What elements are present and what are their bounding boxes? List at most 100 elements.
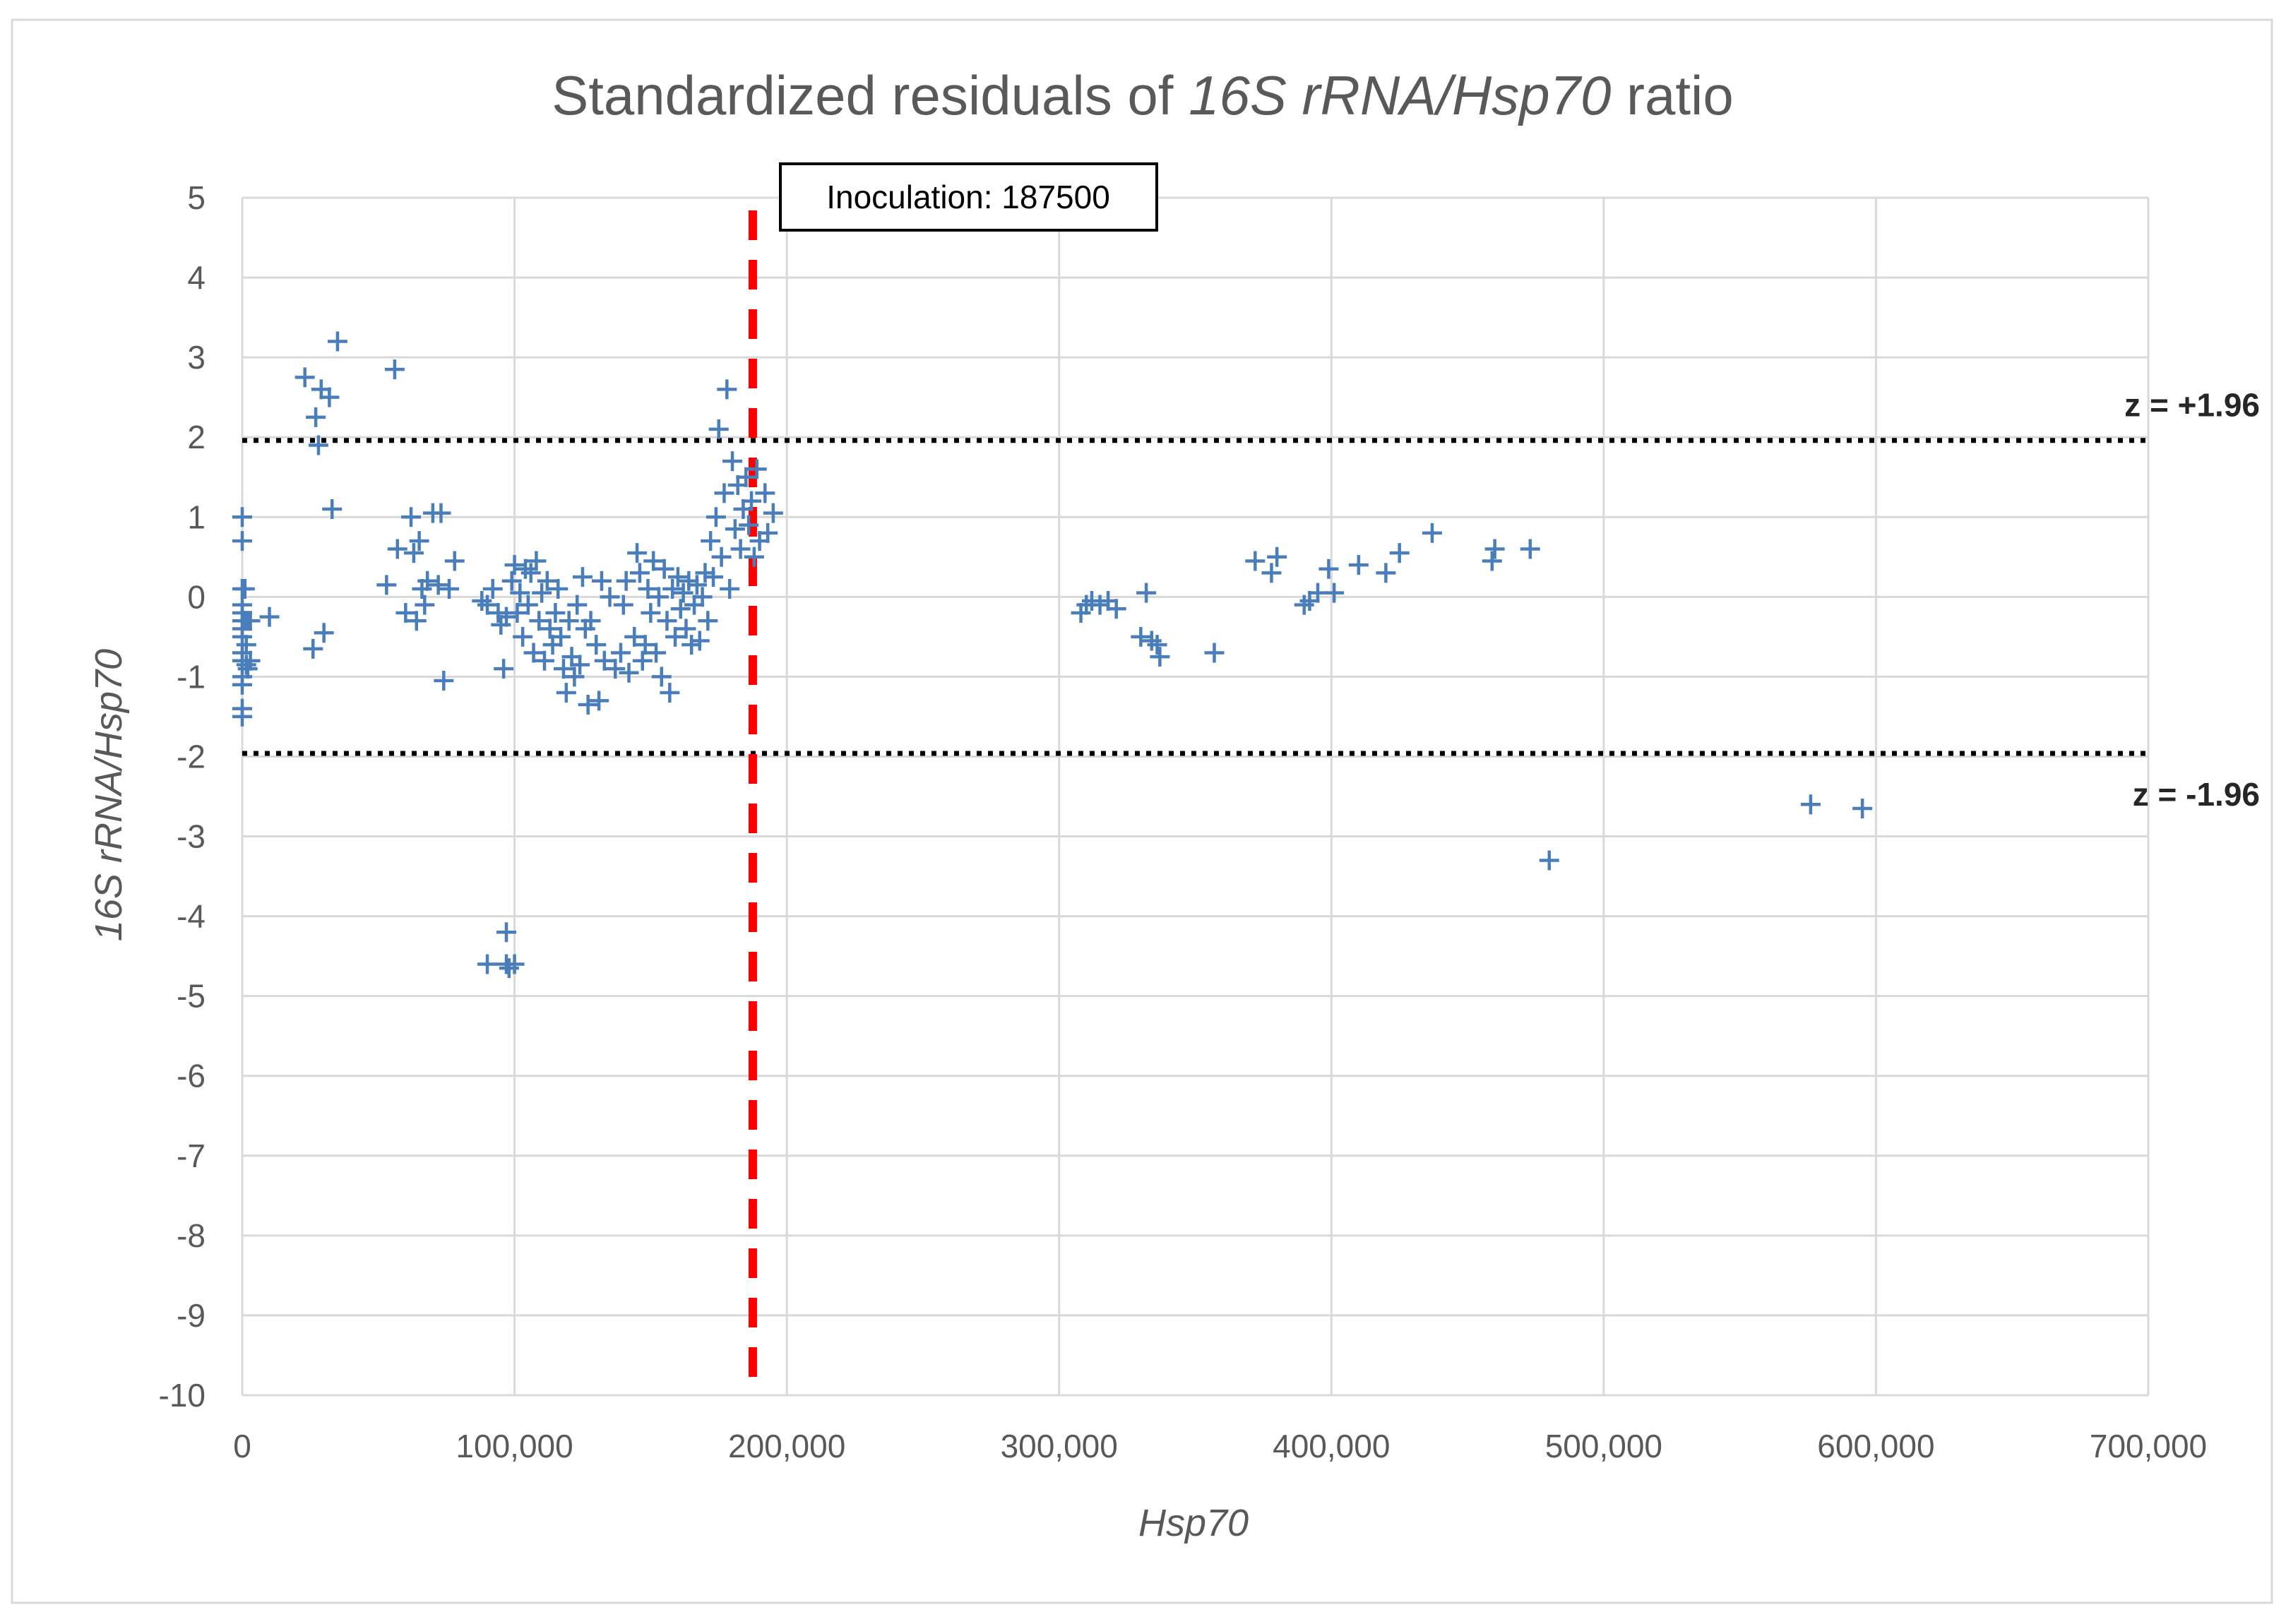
data-point — [730, 539, 751, 559]
data-point — [1150, 647, 1170, 667]
data-point — [553, 659, 573, 679]
data-point — [308, 435, 328, 455]
data-point — [526, 551, 547, 571]
data-point — [739, 515, 759, 535]
ref-label-upper: z = +1.96 — [2124, 387, 2260, 424]
data-point — [670, 599, 691, 619]
x-axis-label: Hsp70 — [1138, 1502, 1249, 1544]
data-point — [401, 507, 422, 527]
data-point — [616, 571, 636, 591]
data-point — [259, 607, 280, 627]
x-tick-label: 500,000 — [1545, 1428, 1662, 1464]
data-point — [439, 579, 460, 599]
data-point — [591, 571, 612, 591]
data-point — [482, 579, 503, 599]
data-point — [763, 503, 783, 523]
data-point — [1147, 635, 1167, 655]
data-point — [306, 407, 326, 427]
data-point — [545, 602, 566, 623]
data-point — [706, 507, 726, 527]
data-points — [232, 331, 1873, 979]
y-tick-label: -8 — [177, 1217, 206, 1254]
data-point — [494, 659, 514, 679]
data-point — [564, 667, 585, 687]
data-point — [232, 706, 252, 727]
x-axis-ticks: 0 100,000 200,000 300,000 400,000 500,000 600,… — [233, 1428, 2207, 1464]
data-point — [589, 691, 609, 711]
y-tick-label: -5 — [177, 978, 206, 1015]
y-tick-label: 3 — [187, 339, 206, 376]
data-point — [234, 579, 255, 599]
data-point — [529, 611, 549, 631]
data-point — [496, 607, 517, 627]
x-tick-label: 0 — [233, 1428, 251, 1464]
data-point — [578, 694, 598, 715]
data-point — [534, 650, 554, 671]
data-point — [415, 595, 435, 615]
data-point — [444, 551, 465, 571]
data-point — [537, 571, 557, 591]
data-point — [736, 467, 756, 487]
data-point — [755, 483, 775, 503]
data-point — [477, 595, 498, 615]
data-point — [501, 571, 522, 591]
data-point — [1539, 850, 1559, 871]
data-point — [322, 498, 343, 519]
y-axis-label: 16S rRNA/Hsp70 — [88, 649, 130, 941]
x-tick-label: 300,000 — [1001, 1428, 1118, 1464]
data-point — [513, 626, 533, 647]
data-point — [605, 659, 626, 679]
data-point — [384, 359, 405, 380]
data-point — [641, 602, 661, 623]
y-tick-label: 0 — [187, 578, 206, 615]
data-point — [520, 563, 541, 583]
data-point — [376, 575, 397, 595]
data-point — [540, 619, 560, 639]
data-point — [417, 571, 438, 591]
y-tick-label: -2 — [177, 738, 206, 775]
y-tick-label: 4 — [187, 259, 206, 296]
y-tick-label: 1 — [187, 498, 206, 535]
chart-title-italic: 16S rRNA/Hsp70 — [1189, 64, 1611, 126]
data-point — [240, 611, 261, 631]
y-tick-label: -6 — [177, 1058, 206, 1094]
x-tick-label: 700,000 — [2090, 1428, 2207, 1464]
data-point — [504, 954, 525, 974]
data-point — [629, 563, 650, 583]
data-point — [651, 667, 672, 687]
data-point — [403, 543, 424, 563]
data-point — [496, 922, 517, 943]
data-point — [1852, 798, 1873, 818]
data-point — [1131, 626, 1151, 647]
data-point — [319, 387, 340, 407]
inoculation-label: Inoculation: 187500 — [826, 179, 1110, 215]
data-point — [673, 583, 693, 603]
chart-title-post: ratio — [1611, 64, 1733, 126]
data-point — [548, 579, 568, 599]
data-point — [1520, 539, 1540, 559]
data-point — [559, 611, 579, 631]
data-point — [232, 507, 252, 527]
data-point — [689, 631, 710, 651]
y-tick-label: -3 — [177, 818, 206, 855]
data-point — [1318, 559, 1339, 579]
data-point — [1106, 599, 1126, 619]
data-point — [692, 587, 713, 607]
y-tick-label: -9 — [177, 1297, 206, 1334]
y-tick-label: -7 — [177, 1138, 206, 1174]
data-point — [434, 671, 454, 691]
data-point — [660, 683, 680, 703]
data-point — [1800, 794, 1821, 815]
data-point — [303, 638, 323, 659]
data-point — [504, 555, 525, 575]
chart-title-pre: Standardized residuals of — [552, 64, 1189, 126]
data-point — [1267, 547, 1287, 567]
y-tick-label: 2 — [187, 419, 206, 455]
data-point — [708, 419, 729, 439]
data-point — [635, 635, 655, 655]
data-point — [746, 459, 767, 479]
gridlines — [241, 196, 2150, 1397]
data-point — [594, 650, 614, 671]
data-point — [581, 611, 601, 631]
data-point — [523, 643, 544, 663]
